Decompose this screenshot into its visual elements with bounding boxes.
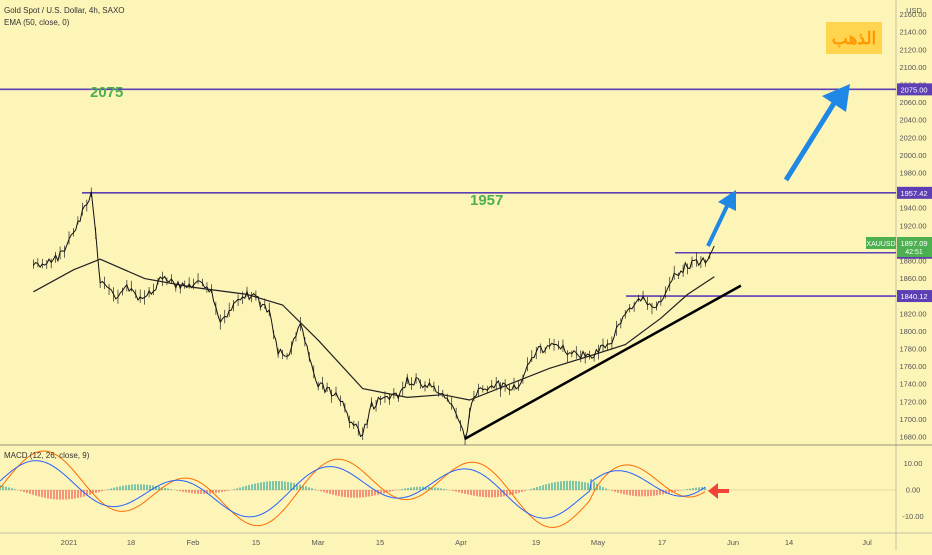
y-tick-label: 1760.00 <box>899 362 926 371</box>
level-label: 2075.00 <box>900 85 927 94</box>
x-tick-label: Mar <box>312 538 325 547</box>
price-line <box>33 191 715 440</box>
y-tick-label: 1740.00 <box>899 380 926 389</box>
y-tick-label: 2140.00 <box>899 28 926 37</box>
macd-y-tick: 0.00 <box>906 486 921 495</box>
arrow-up-large <box>783 84 850 182</box>
y-tick-label: 2020.00 <box>899 133 926 142</box>
y-tick-label: 1680.00 <box>899 432 926 441</box>
svg-text:1897.09: 1897.09 <box>900 239 927 248</box>
y-tick-label: 2060.00 <box>899 98 926 107</box>
arabic-badge-text: الذهب <box>832 29 876 48</box>
x-tick-label: 19 <box>532 538 540 547</box>
x-tick-label: Feb <box>187 538 200 547</box>
y-tick-label: 2120.00 <box>899 45 926 54</box>
macd-y-tick: 10.00 <box>904 459 923 468</box>
level-label: 1840.12 <box>900 292 927 301</box>
x-tick-label: May <box>591 538 605 547</box>
y-tick-label: 1720.00 <box>899 397 926 406</box>
y-tick-label: 2160.00 <box>899 10 926 19</box>
x-tick-label: 18 <box>127 538 135 547</box>
x-tick-label: Apr <box>455 538 467 547</box>
macd-signal-line <box>0 450 706 528</box>
macd-legend: MACD (12, 26, close, 9) <box>4 451 90 460</box>
arrow-up-small <box>706 190 736 247</box>
chart-title: Gold Spot / U.S. Dollar, 4h, SAXO <box>4 6 125 15</box>
svg-text:42:51: 42:51 <box>905 249 923 256</box>
y-tick-label: 1780.00 <box>899 344 926 353</box>
y-tick-label: 1980.00 <box>899 168 926 177</box>
ema-line <box>33 258 715 401</box>
y-tick-label: 1880.00 <box>899 256 926 265</box>
x-tick-label: 15 <box>252 538 260 547</box>
level-label-bg <box>897 290 932 303</box>
y-tick-label: 1920.00 <box>899 221 926 230</box>
y-tick-label: 2040.00 <box>899 116 926 125</box>
x-tick-label: Jul <box>862 538 872 547</box>
x-tick-label: Jun <box>727 538 739 547</box>
level-label-bg <box>897 186 932 199</box>
y-tick-label: 2100.00 <box>899 63 926 72</box>
red-arrow-icon <box>708 483 729 499</box>
y-tick-label: 1820.00 <box>899 309 926 318</box>
y-tick-label: 1800.00 <box>899 327 926 336</box>
support-trendline[interactable] <box>464 284 742 440</box>
svg-text:XAUUSD: XAUUSD <box>866 241 895 248</box>
price-plot <box>33 187 742 446</box>
annotation-1957: 1957 <box>470 192 503 209</box>
x-tick-label: 14 <box>785 538 793 547</box>
level-label-bg <box>897 83 932 96</box>
macd-y-tick: -10.00 <box>902 512 923 521</box>
x-tick-label: 15 <box>376 538 384 547</box>
ema-legend: EMA (50, close, 0) <box>4 18 70 27</box>
y-tick-label: 1860.00 <box>899 274 926 283</box>
x-tick-label: 17 <box>658 538 666 547</box>
time-axis: 2021 18 Feb 15 Mar 15 Apr 19 May 17 Jun 14 Jul <box>61 538 872 547</box>
level-label: 1957.42 <box>900 189 927 198</box>
currency-label: USD <box>906 6 922 15</box>
arabic-badge-bg <box>826 22 882 54</box>
horizontal-levels <box>0 88 896 297</box>
macd-line <box>0 460 706 519</box>
y-tick-label: 1700.00 <box>899 415 926 424</box>
current-price-tag: XAUUSD 1897.09 42:51 <box>866 237 932 257</box>
x-tick-label: 2021 <box>61 538 78 547</box>
y-tick-label: 2000.00 <box>899 151 926 160</box>
macd-pane: 10.00 0.00 -10.00 <box>0 450 924 528</box>
annotation-2075: 2075 <box>90 84 123 101</box>
y-tick-label: 1940.00 <box>899 204 926 213</box>
